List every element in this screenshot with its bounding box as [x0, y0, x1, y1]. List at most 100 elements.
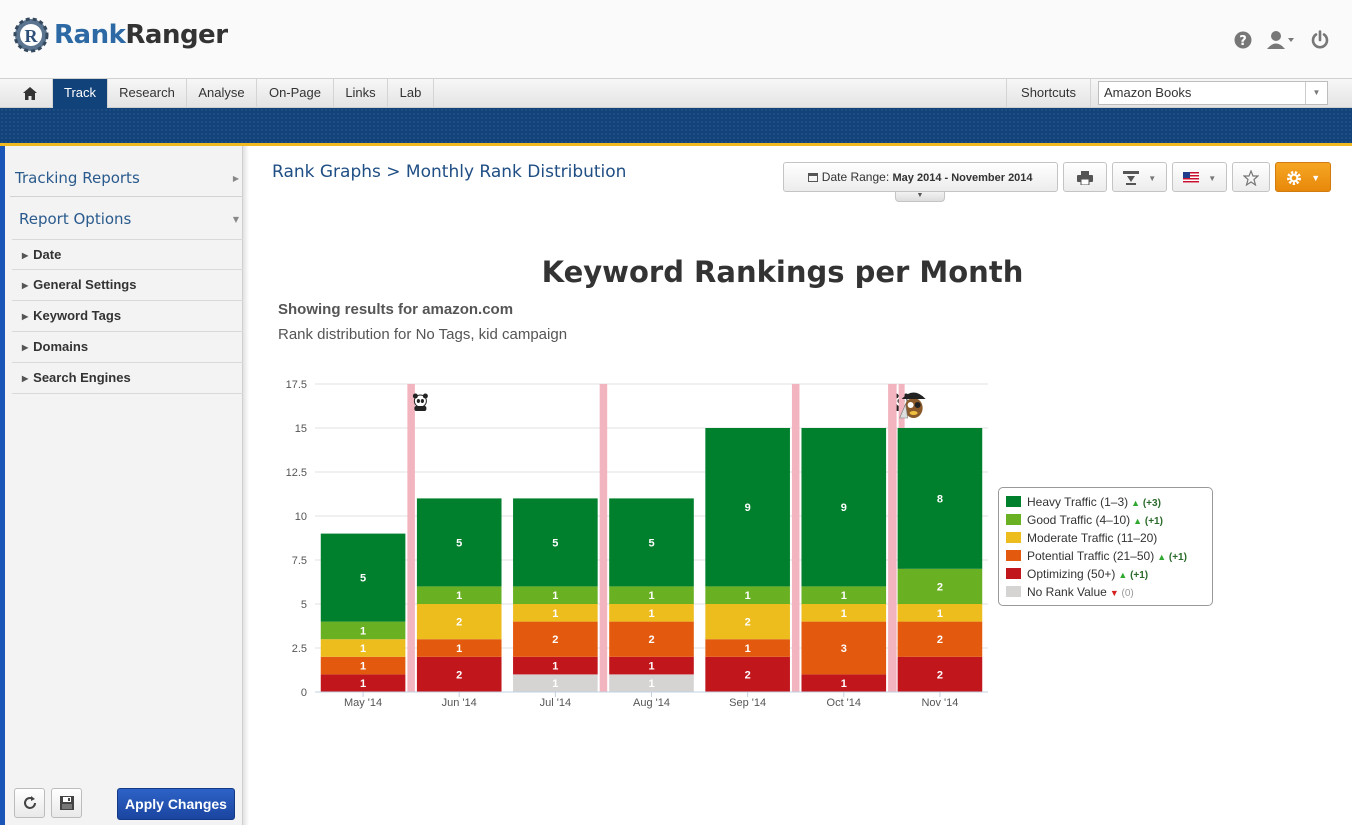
export-button[interactable]: ▼	[1112, 162, 1167, 192]
favorite-button[interactable]	[1232, 162, 1270, 192]
settings-button[interactable]: ▼	[1275, 162, 1331, 192]
data-label: 1	[456, 643, 462, 655]
data-label: 1	[360, 661, 366, 673]
y-tick-label: 0	[301, 687, 307, 699]
bar-segment-good	[705, 586, 790, 604]
reset-button[interactable]	[14, 788, 45, 818]
legend-label: Good Traffic (4–10)	[1027, 513, 1131, 527]
legend-label: Heavy Traffic (1–3)	[1027, 495, 1129, 509]
legend-item[interactable]: Optimizing (50+) ▲ (+1)	[1006, 565, 1212, 583]
sidebar-item-label: General Settings	[33, 277, 137, 292]
y-tick-label: 15	[295, 423, 307, 435]
chevron-down-icon: ▼	[1208, 174, 1217, 183]
legend-item[interactable]: No Rank Value ▼ (0)	[1006, 583, 1212, 601]
date-range-button[interactable]: Date Range: May 2014 - November 2014	[783, 162, 1058, 192]
country-select[interactable]: ▼	[1172, 162, 1227, 192]
power-icon[interactable]	[1310, 30, 1330, 50]
bar-segment-moderate	[320, 639, 406, 657]
bar-segment-optimizing	[416, 656, 502, 692]
tab-research[interactable]: Research	[108, 79, 187, 108]
home-icon	[23, 87, 37, 100]
x-tick-label: Jul '14	[540, 697, 571, 709]
pirate-icon	[901, 392, 926, 399]
data-label: 2	[456, 617, 462, 629]
event-marker	[890, 384, 897, 692]
arrow-up-icon: ▲	[1118, 570, 1128, 580]
apply-changes-button[interactable]: Apply Changes	[117, 788, 235, 820]
legend-swatch	[1006, 532, 1021, 543]
save-button[interactable]	[51, 788, 82, 818]
legend-item[interactable]: Potential Traffic (21–50) ▲ (+1)	[1006, 547, 1212, 565]
y-tick-label: 5	[301, 599, 307, 611]
caret-right-icon: ▶	[22, 374, 29, 383]
tab-track[interactable]: Track	[53, 79, 108, 108]
bar-segment-heavy	[320, 533, 406, 622]
y-tick-label: 10	[295, 511, 307, 523]
legend-item[interactable]: Moderate Traffic (11–20)	[1006, 529, 1212, 547]
data-label: 1	[360, 643, 366, 655]
pirate-icon	[899, 402, 908, 419]
data-label: 1	[552, 678, 558, 690]
sidebar-item-general-settings[interactable]: ▶ General Settings	[12, 270, 245, 301]
legend-change: ▼ (0)	[1109, 588, 1134, 599]
sidebar-item-date[interactable]: ▶ Date	[12, 239, 245, 270]
data-label: 1	[456, 590, 462, 602]
sidebar-item-domains[interactable]: ▶ Domains	[12, 332, 245, 363]
legend-swatch	[1006, 496, 1021, 507]
bar-segment-optimizing	[609, 656, 694, 675]
tab-links[interactable]: Links	[334, 79, 388, 108]
tracking-reports-header[interactable]: Tracking Reports ▶	[10, 160, 247, 197]
breadcrumb: Rank Graphs > Monthly Rank Distribution	[272, 162, 627, 182]
help-icon[interactable]: ?	[1234, 31, 1252, 49]
event-marker	[601, 384, 608, 692]
data-label: 1	[841, 678, 847, 690]
data-label: 1	[648, 590, 654, 602]
legend-item[interactable]: Heavy Traffic (1–3) ▲ (+3)	[1006, 493, 1212, 511]
bar-segment-potential	[609, 621, 694, 657]
chevron-down-icon: ▼	[232, 215, 239, 224]
bar-segment-optimizing	[897, 656, 983, 692]
logo[interactable]: R RankRanger	[12, 16, 228, 54]
data-label: 2	[745, 617, 751, 629]
report-options-header[interactable]: Report Options ▼	[10, 201, 247, 238]
legend-change: ▲ (+1)	[1118, 570, 1149, 581]
data-label: 1	[648, 678, 654, 690]
data-label: 1	[552, 608, 558, 620]
caret-right-icon: ▶	[22, 312, 29, 321]
data-label: 1	[841, 608, 847, 620]
pirate-icon	[914, 402, 921, 408]
legend-change: ▲ (+1)	[1133, 516, 1163, 527]
bar-segment-norank	[513, 674, 598, 692]
shortcuts-button[interactable]: Shortcuts	[1006, 79, 1091, 108]
panda-icon	[416, 399, 420, 403]
legend-item[interactable]: Good Traffic (4–10) ▲ (+1)	[1006, 511, 1212, 529]
print-button[interactable]	[1063, 162, 1107, 192]
us-flag-icon	[1182, 172, 1199, 184]
data-label: 2	[937, 581, 943, 593]
date-range-label: Date Range:	[821, 170, 890, 184]
print-icon	[1077, 170, 1093, 186]
sidebar-item-search-engines[interactable]: ▶ Search Engines	[12, 363, 245, 394]
header-band	[0, 108, 1352, 143]
home-tab[interactable]	[8, 79, 53, 108]
data-label: 2	[648, 634, 654, 646]
arrow-up-icon: ▲	[1131, 498, 1141, 508]
bar-segment-potential	[897, 621, 983, 657]
data-label: 1	[937, 608, 943, 620]
panda-icon	[422, 393, 428, 399]
tab-analyse[interactable]: Analyse	[187, 79, 257, 108]
bar-segment-moderate	[801, 604, 887, 622]
data-label: 8	[937, 493, 943, 505]
data-label: 1	[841, 590, 847, 602]
data-label: 1	[552, 661, 558, 673]
date-range-expand-tab[interactable]: ▼	[895, 192, 945, 202]
tab-lab[interactable]: Lab	[388, 79, 434, 108]
campaign-select[interactable]: Amazon Books ▼	[1098, 81, 1328, 105]
sidebar-item-keyword-tags[interactable]: ▶ Keyword Tags	[12, 301, 245, 332]
user-menu-icon[interactable]	[1266, 30, 1296, 50]
arrow-up-icon: ▲	[1133, 516, 1143, 526]
bar-segment-heavy	[801, 428, 887, 587]
tab-on-page[interactable]: On-Page	[257, 79, 334, 108]
bar-segment-heavy	[609, 498, 694, 587]
rank-distribution-chart: 02.557.51012.51517.511115212151121151121…	[286, 379, 988, 709]
